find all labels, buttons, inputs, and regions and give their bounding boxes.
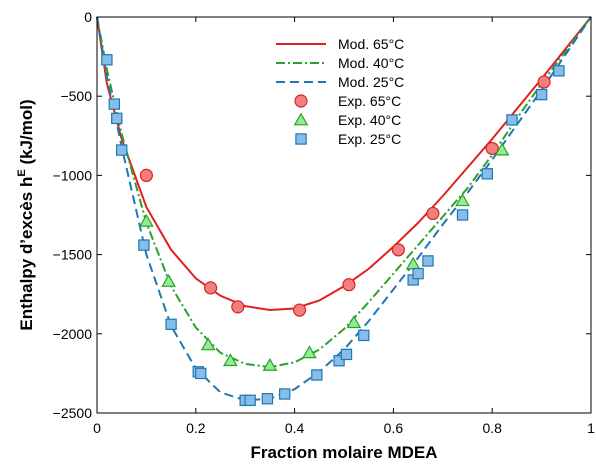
data-point [223,353,238,367]
data-point [108,98,120,110]
legend-label: Exp. 25°C [338,131,401,147]
x-tick-label: 0 [93,420,101,436]
data-point [494,142,510,156]
y-axis-title: Enthalpy d’excès hE (kJ/mol) [16,99,36,330]
data-point [139,168,153,182]
data-point [111,112,123,125]
legend-label: Exp. 40°C [338,112,401,128]
plot-frame [96,16,592,414]
data-point [292,303,307,317]
y-tick-label: 0 [84,9,92,25]
data-point [535,88,548,101]
y-tick-label: −2500 [53,405,93,421]
series-3 [96,16,592,402]
data-point [346,315,362,329]
data-point [426,206,440,221]
x-tick-label: 0.8 [482,420,502,436]
data-point [262,357,278,371]
data-point [139,213,154,227]
tick-layer: 0 0.2 0.4 0.6 0.8 1 0 −500 −1000 −1500 −2000 −2500 [53,9,595,436]
x-tick-label: 1 [587,420,595,436]
series-line-1 [96,16,592,312]
series-layer [96,16,592,407]
series-line-2 [96,16,592,369]
data-point [165,318,177,330]
x-axis-title: Fraction molaire MDEA [250,443,437,462]
legend: Mod. 65°C Mod. 40°C Mod. 25°C Exp. 65°C Exp.… [276,36,404,147]
legend-entry: Exp. 25°C [295,131,401,147]
legend-marker [294,94,308,108]
data-point [456,209,469,221]
legend-entry: Exp. 40°C [293,112,401,128]
y-tick-label: −1000 [53,167,93,183]
data-point [412,267,424,280]
legend-label: Exp. 65°C [338,93,401,109]
data-point [244,394,256,407]
data-point [261,393,274,405]
x-tick-label: 0.6 [384,420,404,436]
legend-marker [293,112,309,126]
data-point [195,367,207,380]
data-point [200,337,216,351]
y-tick-label: −500 [60,88,92,104]
series-6 [101,54,565,407]
legend-entry: Mod. 25°C [276,74,404,90]
x-tick-label: 0.2 [186,420,206,436]
legend-label: Mod. 40°C [338,55,404,71]
data-point [115,144,128,156]
series-line-3 [96,16,592,402]
series-2 [96,16,592,369]
legend-entry: Mod. 65°C [276,36,404,52]
data-point [537,75,551,89]
data-point [302,345,317,359]
data-point [279,388,291,400]
y-tick-label: −1500 [53,247,93,263]
series-5 [139,142,510,371]
data-point [553,65,565,77]
data-point [358,329,370,342]
series-4 [139,75,551,317]
y-axis-title-main: Enthalpy d’excès h [17,177,36,331]
y-axis-title-unit: (kJ/mol) [17,99,36,169]
data-point [481,168,493,180]
data-point [506,114,518,126]
y-tick-label: −2000 [53,326,93,342]
data-point [204,281,218,295]
legend-label: Mod. 25°C [338,74,404,90]
legend-entry: Mod. 40°C [276,55,404,71]
series-1 [96,16,592,312]
data-point [311,369,323,381]
data-point [138,239,150,251]
data-point [340,348,353,361]
data-point [391,243,405,257]
legend-marker [295,133,307,145]
data-point [485,141,499,156]
data-point [455,193,470,207]
data-point [101,54,113,66]
x-tick-label: 0.4 [285,420,305,436]
data-point [231,300,245,314]
data-point [422,255,434,267]
data-point [333,355,345,367]
data-point [342,278,356,292]
y-axis-title-superscript: E [16,169,28,176]
data-point [161,274,176,287]
legend-entry: Exp. 65°C [294,93,401,109]
legend-label: Mod. 65°C [338,36,404,52]
